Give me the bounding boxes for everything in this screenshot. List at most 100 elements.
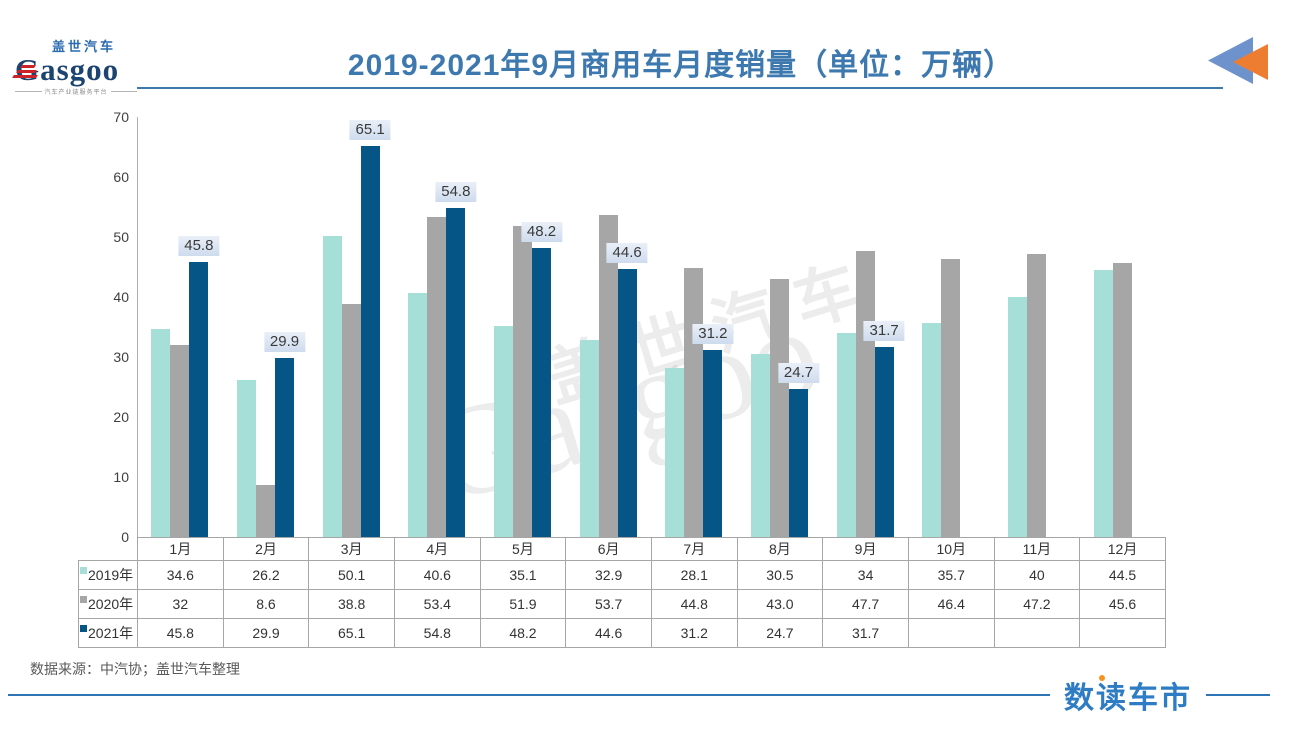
value-cell-2020年-2月: 8.6 xyxy=(222,589,310,619)
month-header: 12月 xyxy=(1079,537,1166,561)
bar-2019年-11月 xyxy=(1008,297,1027,537)
back-arrows-icon xyxy=(1208,37,1268,85)
value-cell-2021年-5月: 48.2 xyxy=(479,618,567,648)
bar-label-8月: 24.7 xyxy=(777,362,820,383)
y-axis-label: 10 xyxy=(113,469,129,485)
bar-label-6月: 44.6 xyxy=(606,243,648,264)
value-cell-2021年-12月 xyxy=(1079,618,1166,648)
bar-2020年-9月 xyxy=(855,250,875,537)
table-row-2021年: 2021年 45.8 29.9 65.1 54.8 48.2 44.6 31.2 24.7 31.… xyxy=(78,618,1166,648)
bar-label-9月: 31.7 xyxy=(863,320,905,341)
bar-2020年-5月 xyxy=(513,225,532,537)
bar-label-5月: 48.2 xyxy=(520,221,563,242)
bar-2020年-4月 xyxy=(427,216,447,537)
bar-2019年-1月 xyxy=(151,329,171,537)
value-cell-2020年-8月: 43.0 xyxy=(736,589,824,619)
value-cell-2021年-6月: 44.6 xyxy=(565,618,652,648)
value-cell-2020年-9月: 47.7 xyxy=(822,589,909,619)
value-cell-2021年-8月: 24.7 xyxy=(736,618,824,648)
month-header: 4月 xyxy=(393,537,481,561)
shudu-cheshi-logo: 数读车市 xyxy=(1064,673,1192,717)
value-cell-2020年-3月: 38.8 xyxy=(308,589,395,619)
month-header: 8月 xyxy=(736,537,824,561)
value-cell-2019年-12月: 44.5 xyxy=(1079,560,1166,590)
y-axis-label: 50 xyxy=(113,229,129,245)
bar-2021年-5月 xyxy=(532,247,551,537)
bar-2019年-3月 xyxy=(322,236,342,537)
value-cell-2019年-8月: 30.5 xyxy=(736,560,824,590)
bar-2019年-9月 xyxy=(836,333,856,537)
value-cell-2019年-5月: 35.1 xyxy=(479,560,567,590)
bar-label-2月: 29.9 xyxy=(263,331,306,352)
bar-2019年-6月 xyxy=(579,339,599,537)
value-cell-2021年-7月: 31.2 xyxy=(650,618,738,648)
month-header: 5月 xyxy=(479,537,567,561)
month-header: 11月 xyxy=(993,537,1081,561)
y-axis-line xyxy=(137,117,138,537)
bar-2019年-4月 xyxy=(408,293,428,537)
bar-2021年-8月 xyxy=(789,388,808,537)
value-cell-2019年-1月: 34.6 xyxy=(137,560,224,590)
month-header: 1月 xyxy=(137,537,224,561)
table-row-2019年: 2019年 34.6 26.2 50.1 40.6 35.1 32.9 28.1 30.5 34 3… xyxy=(78,560,1166,590)
bar-2021年-3月 xyxy=(360,146,380,537)
value-cell-2021年-3月: 65.1 xyxy=(308,618,395,648)
value-cell-2021年-4月: 54.8 xyxy=(393,618,481,648)
table-corner-cell xyxy=(79,538,138,561)
bar-2020年-7月 xyxy=(684,268,704,537)
table-row-2020年: 2020年 32 8.6 38.8 53.4 51.9 53.7 44.8 43.0 47.7 46… xyxy=(78,589,1166,619)
bar-2020年-8月 xyxy=(770,279,789,537)
month-header: 7月 xyxy=(650,537,738,561)
bar-label-1月: 45.8 xyxy=(178,236,220,257)
brand-orange-dot-icon xyxy=(1099,675,1105,681)
footer-rule: 数读车市 xyxy=(8,675,1270,715)
bar-2021年-4月 xyxy=(446,208,466,537)
value-cell-2021年-1月: 45.8 xyxy=(137,618,224,648)
value-cell-2019年-9月: 34 xyxy=(822,560,909,590)
legend-label-2019年: 2019年 xyxy=(78,560,138,590)
y-axis-label: 60 xyxy=(113,169,129,185)
bar-2020年-10月 xyxy=(941,258,961,537)
value-cell-2020年-1月: 32 xyxy=(137,589,224,619)
table-header-row: 1月 2月 3月 4月 5月 6月 7月 8月 9月 10月 11月 12月 xyxy=(79,537,1166,561)
chart-data-table: 1月 2月 3月 4月 5月 6月 7月 8月 9月 10月 11月 12月 2019年 34.6 26.2… xyxy=(78,537,1166,648)
gasgoo-logo: 盖世汽车 Gasgoo 汽车产业链服务平台 xyxy=(12,36,138,96)
month-header: 10月 xyxy=(907,537,995,561)
bar-2021年-1月 xyxy=(189,262,209,537)
bar-2021年-9月 xyxy=(874,346,894,537)
value-cell-2021年-10月 xyxy=(907,618,995,648)
month-header: 2月 xyxy=(222,537,310,561)
y-axis-label: 20 xyxy=(113,409,129,425)
value-cell-2020年-12月: 45.6 xyxy=(1079,589,1166,619)
y-axis-label: 40 xyxy=(113,289,129,305)
month-header: 3月 xyxy=(308,537,395,561)
value-cell-2019年-4月: 40.6 xyxy=(393,560,481,590)
value-cell-2020年-5月: 51.9 xyxy=(479,589,567,619)
title-underline xyxy=(137,87,1223,89)
legend-label-2021年: 2021年 xyxy=(78,618,138,648)
value-cell-2019年-6月: 32.9 xyxy=(565,560,652,590)
value-cell-2019年-7月: 28.1 xyxy=(650,560,738,590)
bar-2019年-2月 xyxy=(237,379,256,537)
bar-2021年-6月 xyxy=(617,269,637,537)
value-cell-2020年-10月: 46.4 xyxy=(907,589,995,619)
value-cell-2021年-11月 xyxy=(993,618,1081,648)
bar-2020年-11月 xyxy=(1027,253,1046,537)
footer-line-left xyxy=(8,694,1050,696)
value-cell-2019年-3月: 50.1 xyxy=(308,560,395,590)
legend-swatch-icon xyxy=(80,625,87,632)
value-cell-2020年-7月: 44.8 xyxy=(650,589,738,619)
value-cell-2020年-6月: 53.7 xyxy=(565,589,652,619)
value-cell-2020年-11月: 47.2 xyxy=(993,589,1081,619)
y-axis-label: 30 xyxy=(113,349,129,365)
bar-label-4月: 54.8 xyxy=(435,182,477,203)
y-axis-label: 70 xyxy=(113,109,129,125)
data-source: 数据来源：中汽协；盖世汽车整理 xyxy=(30,661,240,677)
bar-2020年-3月 xyxy=(341,304,361,537)
bar-2019年-7月 xyxy=(665,368,685,537)
bar-2020年-12月 xyxy=(1112,263,1132,537)
bar-2021年-7月 xyxy=(703,349,723,537)
gasgoo-logo-chinese: 盖世汽车 xyxy=(52,39,117,54)
